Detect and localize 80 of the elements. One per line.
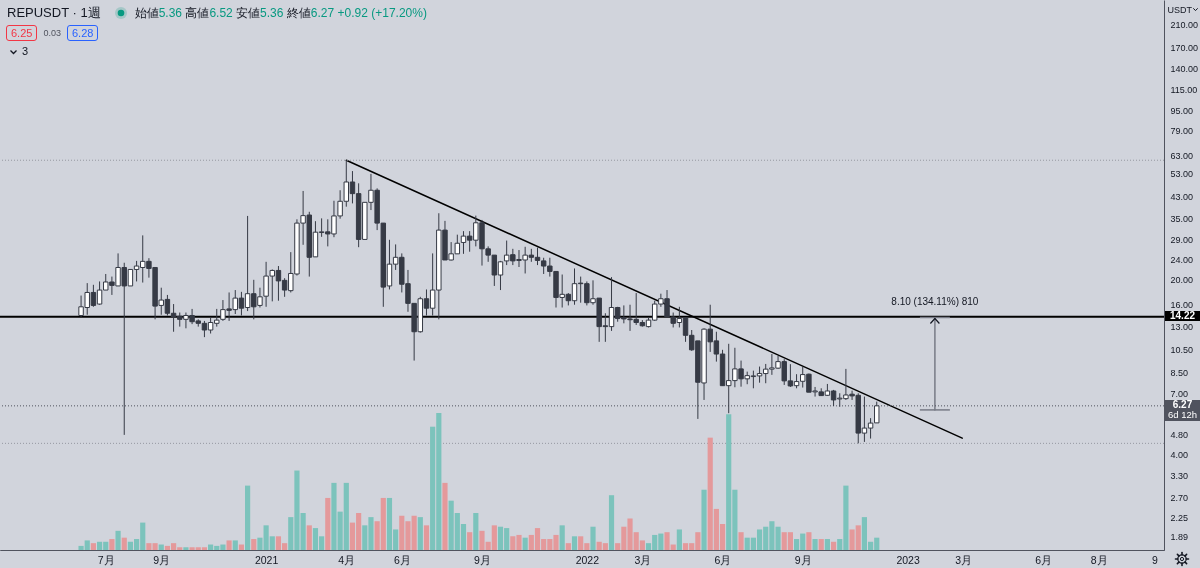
y-tick-label: 7.00: [1170, 389, 1189, 400]
y-tick-label: 35.00: [1170, 214, 1194, 225]
x-tick-label: 9月: [153, 553, 171, 566]
bar: [701, 489, 707, 550]
bar: [818, 539, 824, 550]
bar: [442, 482, 448, 550]
x-tick-label: 6月: [393, 553, 411, 566]
chart-title: REPUSDT · 1週: [7, 5, 101, 21]
bar: [608, 495, 615, 550]
bar: [571, 536, 578, 550]
bar: [473, 513, 479, 550]
bar: [90, 543, 96, 550]
y-tick-label: 13.00: [1170, 322, 1194, 333]
bar: [590, 526, 596, 550]
bar: [676, 529, 682, 550]
text: 6d 12h: [1165, 409, 1200, 422]
bar: [245, 485, 251, 550]
bar: [115, 530, 121, 550]
bar: [306, 525, 312, 550]
y-tick-label: 53.00: [1170, 169, 1194, 180]
x-tick-label: 2022: [575, 553, 600, 566]
y-tick-label: 3.30: [1170, 471, 1189, 482]
x-tick-label: 3月: [955, 553, 973, 566]
bar: [812, 539, 818, 550]
y-tick-label: 20.00: [1170, 275, 1194, 286]
annotation: 3: [22, 45, 29, 58]
y-tick-label: 43.00: [1170, 192, 1194, 203]
bar: [738, 532, 744, 550]
x-tick-label: 9月: [474, 553, 491, 566]
y-tick-label: 140.00: [1170, 63, 1199, 74]
x-tick-label: 8月: [1090, 553, 1108, 566]
ref-line-label: 14.22: [1165, 310, 1200, 322]
bar: [423, 525, 430, 550]
x-tick-label: 3月: [634, 553, 652, 566]
y-axis-title: USDT: [1167, 4, 1193, 15]
bar: [830, 541, 837, 550]
y-tick-label: 210.00: [1170, 19, 1199, 30]
ref-line-label: 6.27: [1165, 399, 1200, 411]
bar: [806, 532, 812, 550]
y-tick-label: 16.00: [1170, 299, 1194, 310]
x-tick-label: 9月: [794, 553, 812, 566]
annotation: 0.03: [43, 27, 61, 40]
y-tick-label: 115.00: [1170, 85, 1198, 96]
text: 始値5.36 高値6.52 安値5.36 終値6.27 +0.92 (+17.20%): [134, 6, 427, 20]
y-tick-label: 63.00: [1170, 150, 1194, 161]
x-tick-label: 4月: [338, 553, 356, 566]
bar: [417, 517, 423, 550]
bar: [467, 532, 473, 550]
y-tick-label: 29.00: [1170, 234, 1194, 245]
y-tick-label: 1.89: [1170, 531, 1189, 542]
x-tick-label: 6月: [1035, 553, 1053, 566]
y-tick-label: 10.50: [1170, 345, 1194, 356]
y-tick-label: 24.00: [1170, 255, 1194, 266]
y-tick-label: 4.80: [1170, 430, 1189, 441]
y-tick-label: 2.25: [1170, 512, 1189, 523]
y-tick-label: 4.00: [1170, 450, 1189, 461]
x-tick-label: 9: [1151, 553, 1158, 566]
annotation: 6.25: [6, 25, 38, 41]
bar: [251, 539, 257, 550]
x-tick-label: 7月: [97, 553, 115, 566]
bar: [824, 539, 830, 550]
y-tick-label: 79.00: [1170, 126, 1194, 137]
bar: [522, 537, 528, 550]
bar: [559, 525, 565, 550]
bar: [232, 540, 238, 550]
y-tick-label: 2.70: [1170, 492, 1189, 503]
bar: [183, 547, 189, 550]
annotation: 8.10 (134.11%) 810: [891, 296, 979, 309]
y-tick-label: 95.00: [1170, 105, 1194, 116]
x-tick-label: 6月: [714, 553, 732, 566]
x-tick-label: 2023: [896, 553, 920, 566]
bar: [325, 497, 331, 550]
y-tick-label: 170.00: [1170, 42, 1199, 53]
annotation: 6.28: [66, 25, 99, 41]
bar: [565, 543, 571, 550]
bar: [121, 537, 127, 550]
x-tick-label: 2021: [254, 553, 279, 566]
bar: [109, 539, 115, 550]
y-tick-label: 8.50: [1170, 368, 1189, 379]
bar: [226, 540, 232, 550]
